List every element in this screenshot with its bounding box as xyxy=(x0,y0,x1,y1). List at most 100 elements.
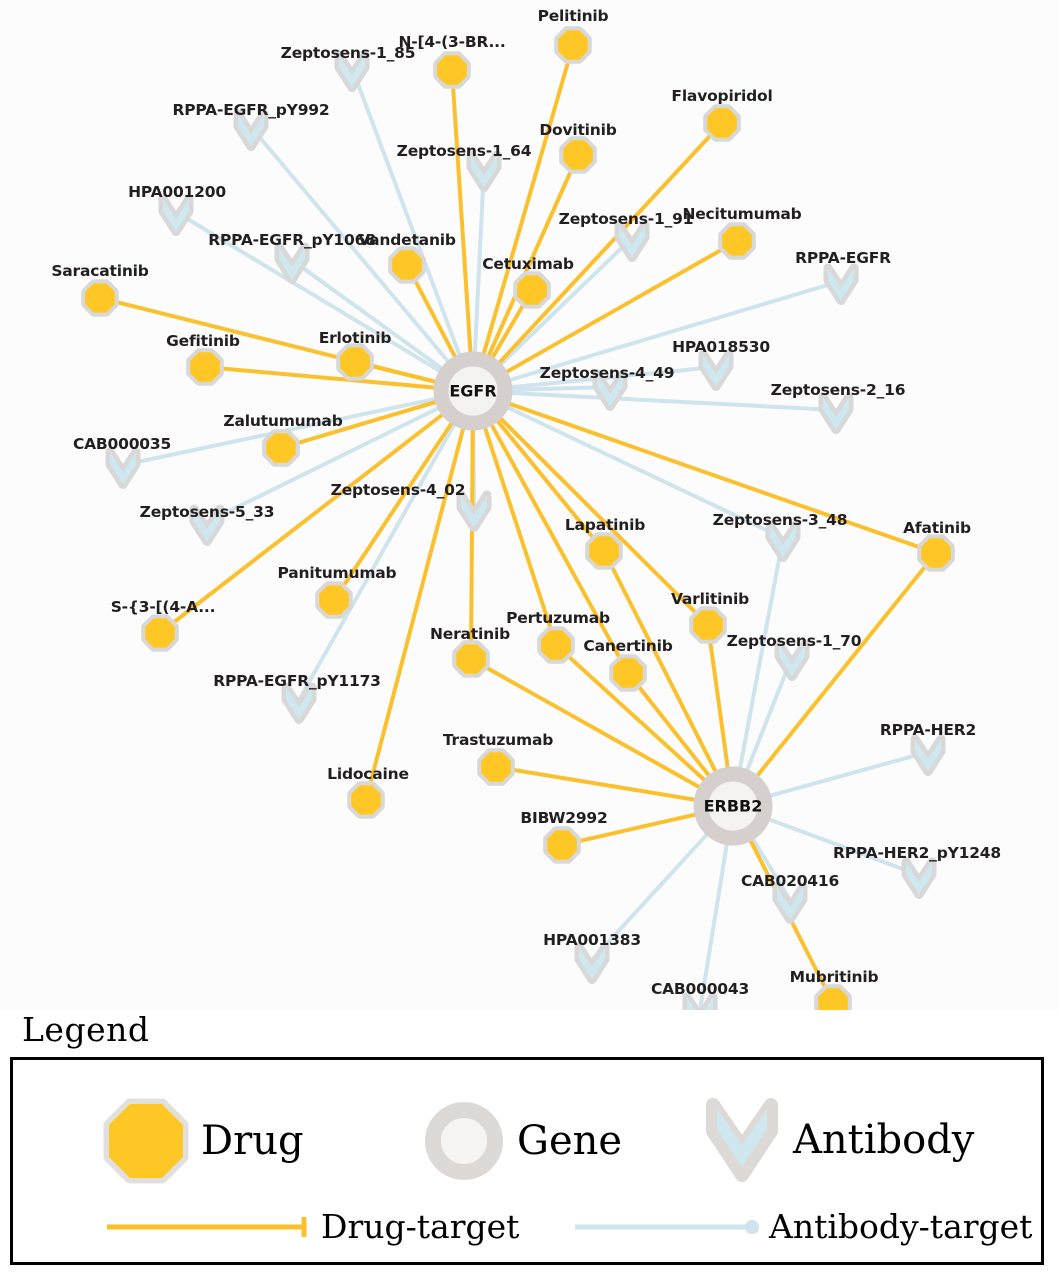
antibody-node[interactable] xyxy=(279,247,305,280)
antibody-node[interactable] xyxy=(906,862,932,895)
drug-node[interactable] xyxy=(190,352,220,382)
drug-node[interactable] xyxy=(547,830,577,860)
legend-item-antibody-target: Antibody-target xyxy=(573,1210,1032,1243)
edges-group xyxy=(98,43,938,1010)
legend-label-antibody: Antibody xyxy=(793,1117,975,1163)
graph-edge xyxy=(554,643,710,786)
graph-edge xyxy=(501,403,785,540)
antibody-node[interactable] xyxy=(471,155,497,188)
graph-edge xyxy=(484,153,580,362)
network-graph-canvas: Zeptosens-1_85 RPPA-EGFR_pY992 HPA001200 RP… xyxy=(51,7,1002,1010)
legend-label-drug: Drug xyxy=(201,1118,304,1164)
drug-node[interactable] xyxy=(563,140,593,170)
legend-label-gene: Gene xyxy=(517,1118,623,1164)
graph-edge xyxy=(503,279,843,384)
graph-edge xyxy=(472,166,486,360)
antibody-node[interactable] xyxy=(339,55,365,88)
drug-node[interactable] xyxy=(340,347,370,377)
graph-edge xyxy=(332,417,457,602)
antibody-node[interactable] xyxy=(823,397,849,430)
line-tee-icon xyxy=(107,1216,307,1237)
legend-panel: Legend Drug Gene Antibody xyxy=(0,1010,1059,1280)
antibody-node[interactable] xyxy=(163,199,189,232)
antibody-node[interactable] xyxy=(286,687,312,720)
graph-edge xyxy=(205,404,445,524)
legend-item-gene: Gene xyxy=(423,1100,622,1182)
antibody-node[interactable] xyxy=(619,225,645,258)
antibody-node[interactable] xyxy=(915,739,941,772)
antibody-node[interactable] xyxy=(828,268,854,301)
antibody-node[interactable] xyxy=(597,374,623,407)
graph-edge xyxy=(487,418,630,675)
graph-edge xyxy=(364,421,467,802)
drug-node[interactable] xyxy=(722,226,752,256)
antibody-node[interactable] xyxy=(779,644,805,677)
graph-edge xyxy=(743,655,794,777)
legend-label-drug-target: Drug-target xyxy=(321,1207,520,1246)
donut-icon xyxy=(425,1102,503,1180)
graph-edge xyxy=(494,765,702,803)
antibody-node[interactable] xyxy=(703,354,729,387)
legend-item-antibody: Antibody xyxy=(703,1095,974,1185)
graph-edge xyxy=(752,551,938,782)
graph-edge xyxy=(495,412,710,627)
drug-node[interactable] xyxy=(145,618,175,648)
graph-edge xyxy=(158,409,449,635)
graph-edge xyxy=(602,549,720,778)
gene-node[interactable] xyxy=(433,351,513,431)
graph-edge xyxy=(290,258,448,374)
graph-edge xyxy=(492,415,606,553)
graph-edge xyxy=(504,390,838,412)
legend-box: Drug Gene Antibody Drug-target xyxy=(10,1057,1044,1265)
gene-node-label: EGFR xyxy=(449,381,497,401)
graph-edge xyxy=(737,536,785,775)
graph-edge xyxy=(500,239,739,377)
graph-edge xyxy=(469,657,706,792)
graph-edge xyxy=(279,398,443,450)
legend-item-drug-target: Drug-target xyxy=(105,1210,519,1243)
drug-node[interactable] xyxy=(541,630,571,660)
drug-node[interactable] xyxy=(481,752,511,782)
graph-edge xyxy=(626,671,714,782)
graph-edge xyxy=(763,750,930,799)
drug-node[interactable] xyxy=(613,658,643,688)
octagon-icon xyxy=(103,1098,189,1184)
drug-node[interactable] xyxy=(351,785,381,815)
drug-node[interactable] xyxy=(921,538,951,568)
graph-edge xyxy=(698,837,730,1010)
graph-edge xyxy=(495,236,634,370)
antibody-node[interactable] xyxy=(687,997,713,1010)
legend-item-drug: Drug xyxy=(103,1098,304,1184)
drug-node[interactable] xyxy=(517,275,547,305)
antibody-node[interactable] xyxy=(110,452,136,485)
network-edges-and-nodes xyxy=(81,26,955,1010)
antibody-node[interactable] xyxy=(461,495,487,528)
antibody-node[interactable] xyxy=(194,509,220,542)
gene-node-label: ERBB2 xyxy=(703,796,763,816)
drug-node[interactable] xyxy=(589,536,619,566)
drug-node[interactable] xyxy=(818,988,848,1010)
antibody-node[interactable] xyxy=(770,525,796,558)
legend-title: Legend xyxy=(22,1010,150,1049)
gene-node[interactable] xyxy=(693,766,773,846)
drug-node[interactable] xyxy=(319,585,349,615)
antibody-node[interactable] xyxy=(579,947,605,980)
graph-edge xyxy=(560,811,702,847)
graph-edge xyxy=(503,400,938,555)
antibody-node[interactable] xyxy=(238,114,264,147)
drug-node[interactable] xyxy=(558,30,588,60)
drug-node[interactable] xyxy=(693,610,723,640)
drug-node[interactable] xyxy=(437,55,467,85)
graph-edge xyxy=(469,422,475,661)
drug-node[interactable] xyxy=(85,283,115,313)
graph-edge xyxy=(480,43,575,361)
drug-node[interactable] xyxy=(266,433,296,463)
drug-node[interactable] xyxy=(707,108,737,138)
graph-edge xyxy=(203,365,442,390)
graph-edge xyxy=(450,68,473,360)
nodes-group xyxy=(81,26,955,1010)
antibody-node[interactable] xyxy=(777,887,803,920)
drug-node[interactable] xyxy=(456,644,486,674)
graph-edge xyxy=(174,210,446,376)
drug-node[interactable] xyxy=(392,250,422,280)
